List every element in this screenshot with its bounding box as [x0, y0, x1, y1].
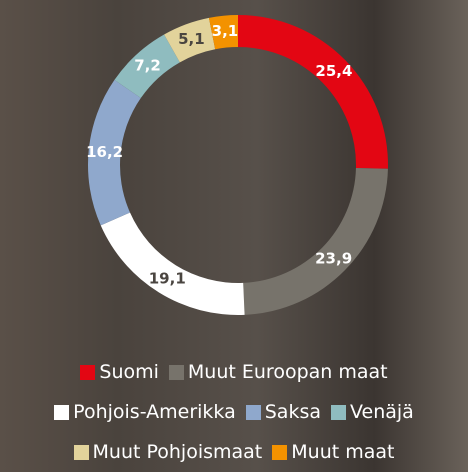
legend-swatch [331, 405, 346, 420]
page: 25,4 23,9 19,1 16,2 7,2 5,1 3,1 Suomi Muut Euro… [0, 0, 468, 461]
legend-swatch [80, 365, 95, 380]
legend-swatch [74, 445, 89, 460]
legend-swatch [246, 405, 261, 420]
chart: 25,4 23,9 19,1 16,2 7,2 5,1 3,1 [0, 0, 468, 352]
legend-label: Muut Pohjoismaat [93, 441, 263, 463]
data-label: 23,9 [315, 249, 352, 267]
legend-label: Muut maat [291, 441, 394, 463]
legend-label: Saksa [265, 401, 321, 423]
legend-item: Saksa [246, 401, 321, 423]
legend-label: Suomi [99, 361, 159, 383]
legend-swatch [272, 445, 287, 460]
donut-slice [238, 15, 388, 169]
legend-label: Muut Euroopan maat [188, 361, 388, 383]
legend-swatch [169, 365, 184, 380]
donut-slice [243, 168, 388, 315]
legend: Suomi Muut Euroopan maat Pohjois-Amerikka S… [0, 352, 468, 472]
data-label: 7,2 [134, 57, 161, 75]
donut-slice [101, 213, 245, 315]
legend-row: Muut Pohjoismaat Muut maat [0, 432, 468, 472]
legend-label: Venäjä [350, 401, 414, 423]
legend-swatch [54, 405, 69, 420]
legend-item: Muut maat [272, 441, 394, 463]
data-label: 16,2 [86, 143, 123, 161]
legend-row: Pohjois-Amerikka Saksa Venäjä [0, 392, 468, 432]
legend-item: Muut Pohjoismaat [74, 441, 263, 463]
data-label: 3,1 [212, 22, 239, 40]
data-label: 25,4 [315, 62, 352, 80]
data-label: 19,1 [149, 269, 186, 287]
legend-item: Muut Euroopan maat [169, 361, 388, 383]
legend-item: Pohjois-Amerikka [54, 401, 236, 423]
legend-label: Pohjois-Amerikka [73, 401, 236, 423]
legend-row: Suomi Muut Euroopan maat [0, 352, 468, 392]
legend-item: Venäjä [331, 401, 414, 423]
legend-item: Suomi [80, 361, 159, 383]
data-label: 5,1 [178, 30, 205, 48]
